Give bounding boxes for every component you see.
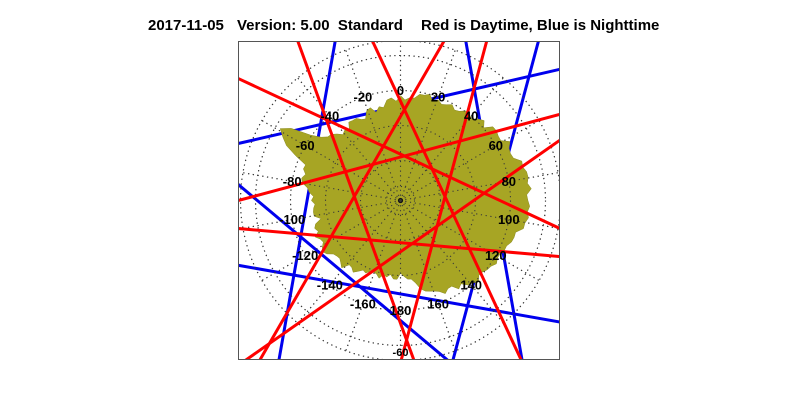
svg-text:-100: -100 bbox=[279, 212, 305, 227]
svg-text:-140: -140 bbox=[317, 277, 343, 292]
svg-text:-20: -20 bbox=[354, 90, 373, 105]
svg-text:180: 180 bbox=[390, 303, 412, 318]
svg-text:40: 40 bbox=[464, 109, 478, 124]
svg-text:-80: -80 bbox=[283, 174, 302, 189]
svg-text:-40: -40 bbox=[320, 109, 339, 124]
svg-text:80: 80 bbox=[502, 174, 516, 189]
svg-text:140: 140 bbox=[460, 277, 482, 292]
svg-text:20: 20 bbox=[431, 90, 445, 105]
svg-text:0: 0 bbox=[397, 83, 404, 98]
svg-text:120: 120 bbox=[485, 248, 507, 263]
svg-text:-120: -120 bbox=[292, 248, 318, 263]
svg-text:60: 60 bbox=[489, 138, 503, 153]
svg-text:-60: -60 bbox=[393, 347, 409, 359]
svg-text:-60: -60 bbox=[296, 138, 315, 153]
svg-text:160: 160 bbox=[427, 296, 449, 311]
svg-text:100: 100 bbox=[498, 212, 520, 227]
svg-text:-160: -160 bbox=[350, 296, 376, 311]
